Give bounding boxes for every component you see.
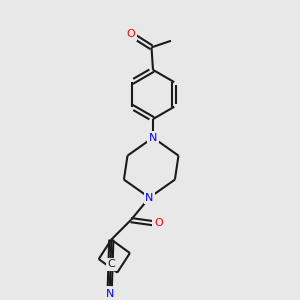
Text: N: N [145, 193, 154, 202]
Text: O: O [154, 218, 163, 228]
Text: O: O [126, 29, 135, 39]
Text: N: N [149, 133, 157, 142]
Text: N: N [106, 289, 115, 298]
Text: C: C [107, 259, 115, 269]
